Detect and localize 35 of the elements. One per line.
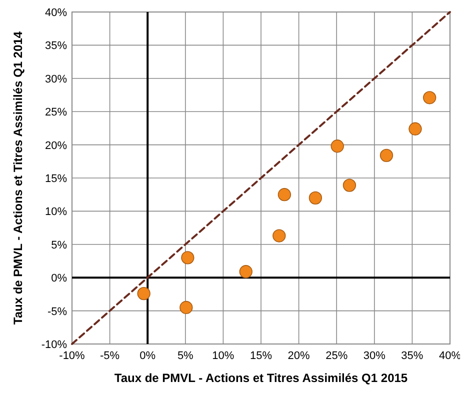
y-tick-label: 10% — [44, 206, 68, 218]
point — [239, 265, 252, 278]
y-tick-label: 25% — [44, 106, 68, 119]
x-tick-label: 5% — [177, 350, 194, 362]
y-tick-label: 5% — [51, 239, 68, 252]
x-tick-label: 15% — [250, 350, 272, 362]
point — [342, 178, 356, 192]
x-tick-label: 10% — [212, 350, 234, 362]
y-tick-label: 15% — [44, 173, 68, 185]
point — [278, 188, 292, 202]
point — [330, 140, 344, 153]
x-tick-label: 35% — [401, 350, 424, 362]
x-axis-title: Taux de PMVL - Actions et Titres Assimilés Q1 2015 — [114, 371, 408, 385]
y-tick-label: 30% — [44, 73, 68, 86]
y-tick-label: 35% — [44, 40, 68, 52]
point — [180, 300, 193, 314]
y-tick-label: 20% — [44, 140, 68, 152]
y-tick-label: 40% — [44, 7, 68, 19]
x-tick-label: 20% — [288, 350, 310, 362]
x-tick-label: 25% — [326, 350, 348, 362]
point — [423, 91, 436, 104]
point — [272, 229, 286, 242]
point — [408, 122, 422, 136]
point — [380, 148, 394, 162]
y-tick-label: -5% — [47, 306, 68, 318]
x-tick-label: 30% — [363, 350, 386, 362]
y-axis-title: Taux de PMVL - Actions et Titres Assimilés Q1 2014 — [11, 31, 25, 325]
point — [308, 191, 322, 204]
x-tick-label: -5% — [100, 350, 120, 362]
x-tick-label: 0% — [140, 350, 156, 362]
x-tick-label: -10% — [59, 350, 86, 362]
point — [137, 286, 150, 300]
point — [181, 251, 194, 264]
y-tick-label: 0% — [51, 272, 68, 285]
y-tick-label: -10% — [41, 339, 68, 351]
